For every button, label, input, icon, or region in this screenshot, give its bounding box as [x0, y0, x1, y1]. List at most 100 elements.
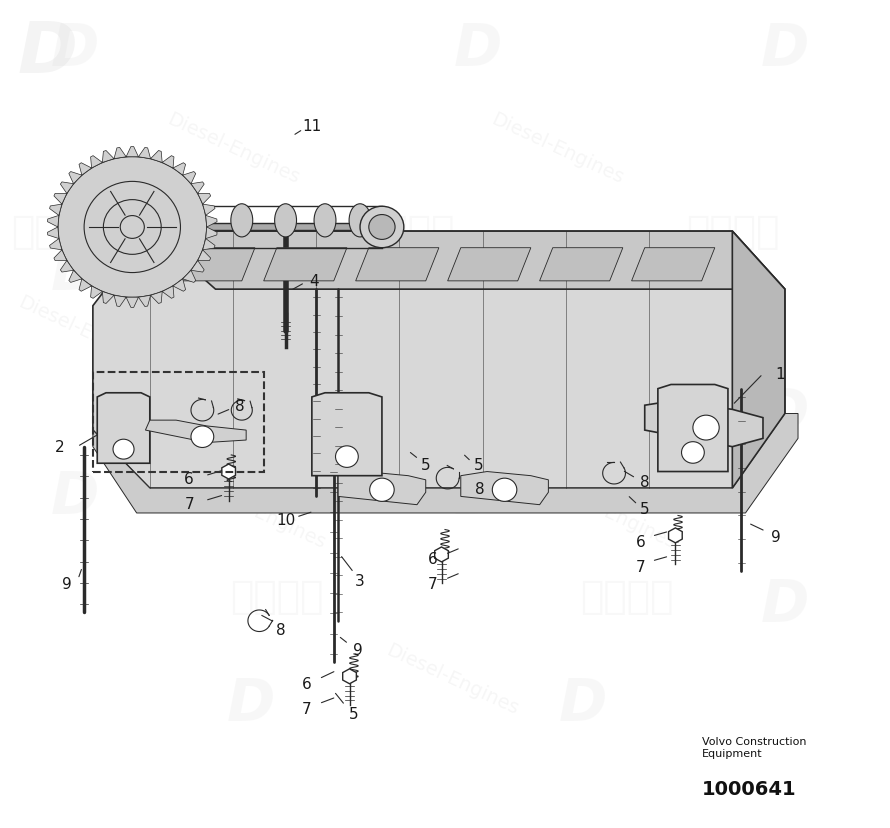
Text: D: D [51, 22, 100, 78]
Polygon shape [173, 163, 186, 176]
Polygon shape [150, 292, 162, 304]
Polygon shape [539, 248, 623, 282]
Text: 紫发动力: 紫发动力 [231, 577, 324, 615]
Ellipse shape [349, 205, 371, 238]
Polygon shape [139, 296, 150, 307]
Polygon shape [668, 528, 683, 543]
Text: 紫发动力: 紫发动力 [685, 213, 779, 251]
Circle shape [693, 416, 719, 440]
Polygon shape [61, 261, 74, 272]
Polygon shape [47, 228, 59, 239]
Ellipse shape [275, 205, 296, 238]
Text: Diesel-Engines: Diesel-Engines [645, 276, 784, 354]
Ellipse shape [231, 205, 253, 238]
Text: 1: 1 [776, 367, 785, 382]
Text: D: D [226, 676, 275, 732]
Text: D: D [454, 245, 503, 301]
Polygon shape [312, 393, 382, 476]
Text: Diesel-Engines: Diesel-Engines [164, 110, 303, 188]
Circle shape [682, 442, 704, 464]
Text: 11: 11 [303, 118, 321, 133]
Text: 9: 9 [352, 643, 362, 657]
Polygon shape [47, 216, 59, 228]
Text: 8: 8 [475, 481, 485, 496]
Text: 8: 8 [235, 398, 245, 413]
Text: Diesel-Engines: Diesel-Engines [339, 292, 477, 370]
Text: 9: 9 [61, 576, 71, 591]
Polygon shape [203, 239, 215, 251]
Text: 6: 6 [184, 471, 194, 486]
Text: Diesel-Engines: Diesel-Engines [190, 474, 328, 552]
Polygon shape [54, 195, 67, 205]
Polygon shape [172, 248, 255, 282]
Text: 6: 6 [635, 535, 645, 550]
Circle shape [368, 215, 395, 240]
Polygon shape [198, 195, 211, 205]
Polygon shape [102, 292, 114, 304]
Text: D: D [17, 19, 77, 89]
Text: 紫发动力: 紫发动力 [580, 577, 674, 615]
Polygon shape [203, 205, 215, 216]
Polygon shape [93, 414, 798, 513]
Polygon shape [50, 205, 62, 216]
Text: 2: 2 [55, 440, 64, 455]
Text: 7: 7 [302, 701, 312, 716]
Polygon shape [263, 248, 347, 282]
Text: 5: 5 [349, 706, 359, 721]
Polygon shape [206, 228, 217, 239]
Text: D: D [761, 386, 809, 442]
Text: D: D [761, 576, 809, 633]
Text: Diesel-Engines: Diesel-Engines [488, 110, 627, 188]
Polygon shape [173, 280, 186, 292]
Text: 7: 7 [184, 496, 194, 511]
Polygon shape [61, 183, 74, 195]
Polygon shape [191, 261, 204, 272]
Text: 紫发动力: 紫发动力 [449, 395, 543, 433]
Polygon shape [338, 472, 425, 505]
Text: 10: 10 [276, 513, 295, 527]
Polygon shape [145, 421, 247, 443]
Polygon shape [139, 148, 150, 160]
Polygon shape [162, 286, 174, 299]
Polygon shape [54, 251, 67, 261]
Polygon shape [150, 152, 162, 163]
Polygon shape [69, 172, 82, 185]
Polygon shape [102, 152, 114, 163]
Polygon shape [97, 393, 150, 464]
Polygon shape [114, 148, 126, 160]
Polygon shape [126, 298, 139, 308]
Polygon shape [150, 232, 785, 290]
Ellipse shape [314, 205, 336, 238]
Text: 8: 8 [277, 622, 286, 637]
Polygon shape [198, 251, 211, 261]
Polygon shape [162, 156, 174, 169]
Text: 紫发动力: 紫发动力 [361, 213, 455, 251]
Text: 7: 7 [428, 576, 438, 591]
Text: Volvo Construction
Equipment: Volvo Construction Equipment [701, 736, 806, 758]
Text: 8: 8 [640, 474, 650, 489]
Polygon shape [93, 232, 785, 489]
Polygon shape [79, 280, 92, 292]
Circle shape [336, 446, 359, 468]
Circle shape [113, 440, 134, 460]
Text: D: D [454, 22, 503, 78]
Polygon shape [356, 248, 439, 282]
Text: 7: 7 [635, 560, 645, 575]
Polygon shape [182, 172, 196, 185]
Text: 紫发动力: 紫发动力 [99, 395, 192, 433]
Polygon shape [69, 271, 82, 283]
Polygon shape [448, 248, 530, 282]
Circle shape [58, 157, 206, 298]
Polygon shape [461, 472, 548, 505]
Polygon shape [343, 669, 356, 684]
Polygon shape [644, 402, 763, 447]
Polygon shape [91, 156, 102, 169]
Polygon shape [191, 183, 204, 195]
Polygon shape [434, 547, 449, 562]
Polygon shape [222, 465, 236, 479]
Text: 紫发动力: 紫发动力 [11, 213, 105, 251]
Text: 5: 5 [640, 502, 650, 517]
Text: D: D [51, 245, 100, 301]
Text: Diesel-Engines: Diesel-Engines [383, 640, 522, 718]
Polygon shape [632, 248, 715, 282]
